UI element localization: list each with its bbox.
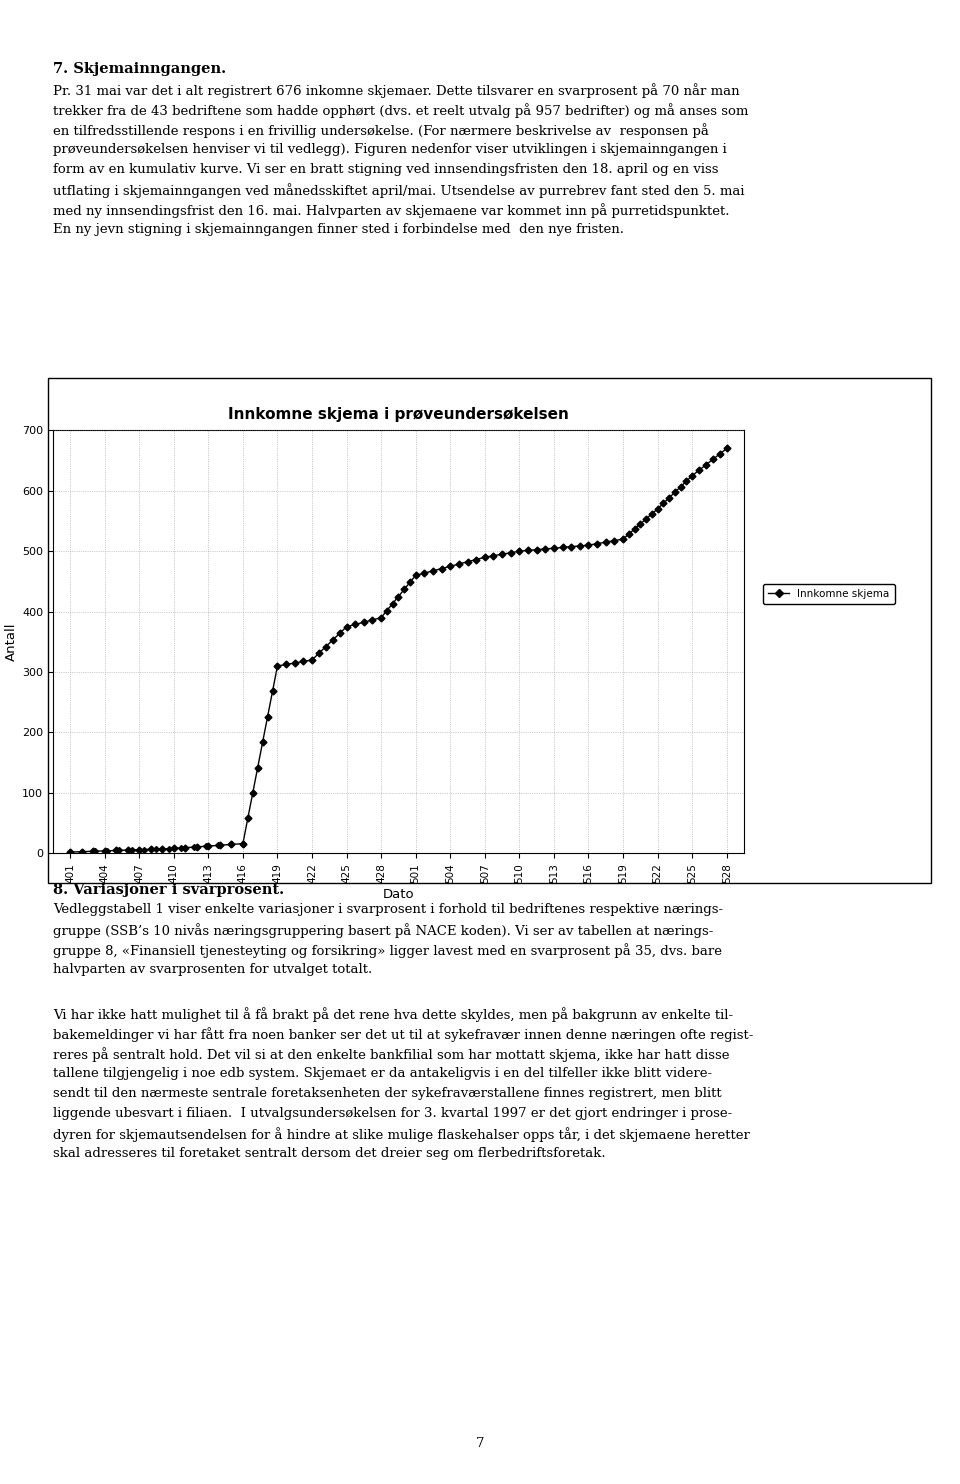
Text: 7: 7 [476, 1437, 484, 1450]
Text: utflating i skjemainngangen ved månedsskiftet april/mai. Utsendelse av purrebrev: utflating i skjemainngangen ved månedssk… [53, 184, 744, 199]
Text: halvparten av svarprosenten for utvalget totalt.: halvparten av svarprosenten for utvalget… [53, 963, 372, 976]
Text: form av en kumulativ kurve. Vi ser en bratt stigning ved innsendingsfristen den : form av en kumulativ kurve. Vi ser en br… [53, 163, 718, 177]
Legend: Innkomne skjema: Innkomne skjema [763, 583, 895, 604]
Text: trekker fra de 43 bedriftene som hadde opphørt (dvs. et reelt utvalg på 957 bedr: trekker fra de 43 bedriftene som hadde o… [53, 102, 748, 119]
Text: Vi har ikke hatt mulighet til å få brakt på det rene hva dette skyldes, men på b: Vi har ikke hatt mulighet til å få brakt… [53, 1008, 732, 1022]
Text: skal adresseres til foretaket sentralt dersom det dreier seg om flerbedriftsfore: skal adresseres til foretaket sentralt d… [53, 1147, 606, 1160]
Text: Pr. 31 mai var det i alt registrert 676 inkomne skjemaer. Dette tilsvarer en sva: Pr. 31 mai var det i alt registrert 676 … [53, 83, 739, 98]
Text: dyren for skjemautsendelsen for å hindre at slike mulige flaskehalser opps tår, : dyren for skjemautsendelsen for å hindre… [53, 1128, 750, 1143]
Text: prøveundersøkelsen henviser vi til vedlegg). Figuren nedenfor viser utviklingen : prøveundersøkelsen henviser vi til vedle… [53, 144, 727, 156]
Text: gruppe 8, «Finansiell tjenesteyting og forsikring» ligger lavest med en svarpros: gruppe 8, «Finansiell tjenesteyting og f… [53, 944, 722, 959]
Text: 7. Skjemainngangen.: 7. Skjemainngangen. [53, 62, 226, 76]
Text: en tilfredsstillende respons i en frivillig undersøkelse. (For nærmere beskrivel: en tilfredsstillende respons i en frivil… [53, 123, 708, 138]
Y-axis label: Antall: Antall [5, 623, 18, 660]
Text: med ny innsendingsfrist den 16. mai. Halvparten av skjemaene var kommet inn på p: med ny innsendingsfrist den 16. mai. Hal… [53, 203, 730, 218]
Text: gruppe (SSB’s 10 nivås næringsgruppering basert på NACE koden). Vi ser av tabell: gruppe (SSB’s 10 nivås næringsgruppering… [53, 923, 713, 938]
Title: Innkomne skjema i prøveundersøkelsen: Innkomne skjema i prøveundersøkelsen [228, 407, 569, 423]
Text: 8. Variasjoner i svarprosent.: 8. Variasjoner i svarprosent. [53, 883, 284, 896]
X-axis label: Dato: Dato [383, 889, 414, 901]
Text: bakemeldinger vi har fått fra noen banker ser det ut til at sykefravær innen den: bakemeldinger vi har fått fra noen banke… [53, 1027, 754, 1042]
Text: reres på sentralt hold. Det vil si at den enkelte bankfilial som har mottatt skj: reres på sentralt hold. Det vil si at de… [53, 1048, 730, 1063]
Text: En ny jevn stigning i skjemainngangen finner sted i forbindelse med  den nye fri: En ny jevn stigning i skjemainngangen fi… [53, 223, 624, 236]
Text: Vedleggstabell 1 viser enkelte variasjoner i svarprosent i forhold til bedriften: Vedleggstabell 1 viser enkelte variasjon… [53, 902, 723, 916]
Text: liggende ubesvart i filiaen.  I utvalgsundersøkelsen for 3. kvartal 1997 er det : liggende ubesvart i filiaen. I utvalgsun… [53, 1107, 732, 1120]
Text: tallene tilgjengelig i noe edb system. Skjemaet er da antakeligvis i en del tilf: tallene tilgjengelig i noe edb system. S… [53, 1067, 712, 1080]
Text: sendt til den nærmeste sentrale foretaksenheten der sykefraværstallene finnes re: sendt til den nærmeste sentrale foretaks… [53, 1088, 721, 1100]
